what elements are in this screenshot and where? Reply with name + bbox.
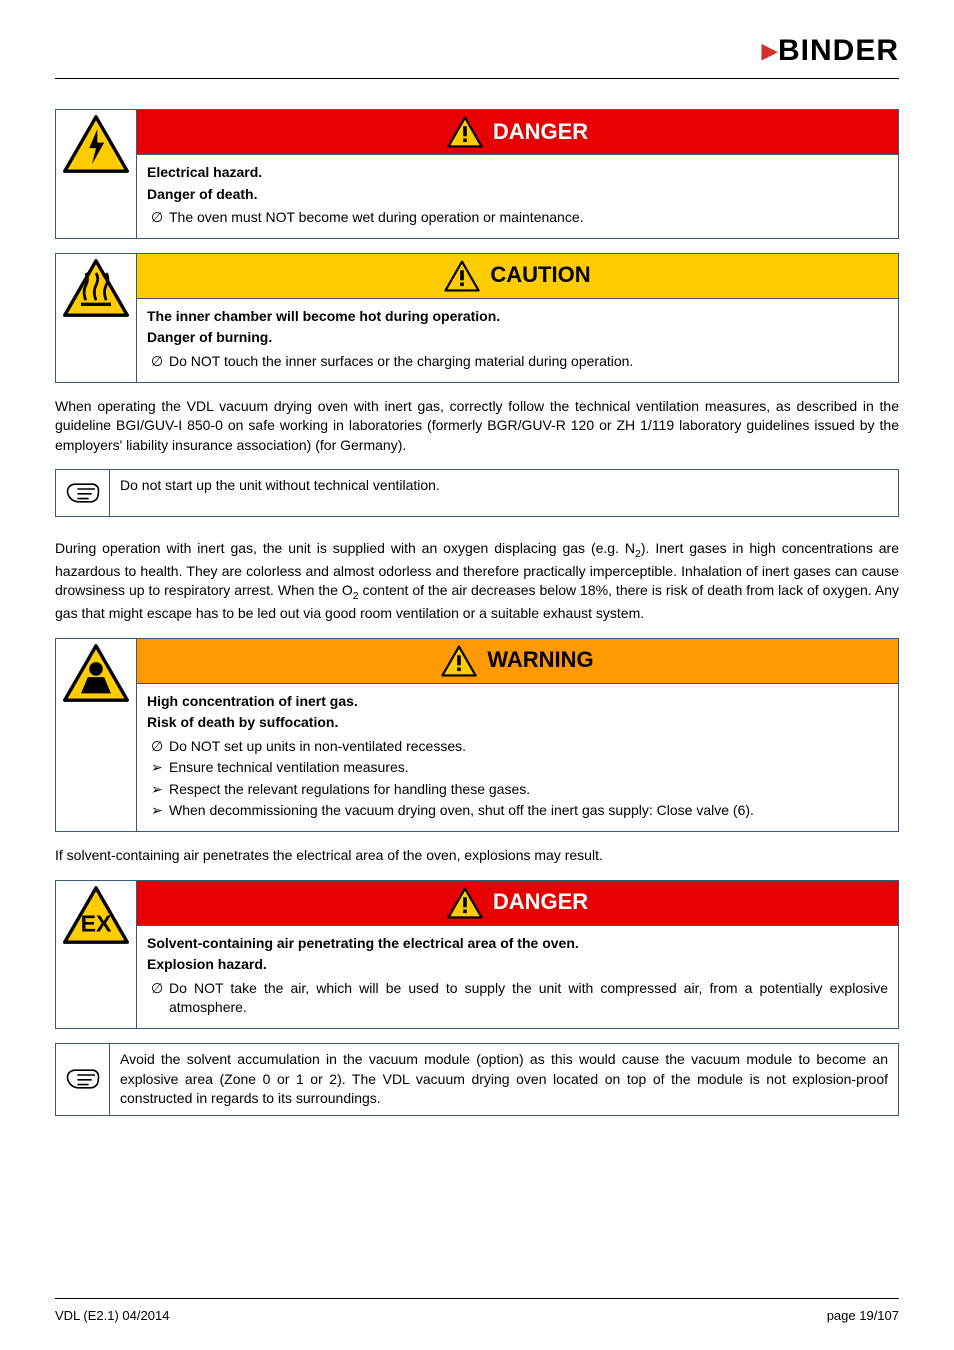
note-block: Avoid the solvent accumulation in the va… <box>55 1043 899 1116</box>
hazard-title: High concentration of inert gas. <box>147 692 888 712</box>
svg-text:EX: EX <box>81 910 112 936</box>
hazard-warning-inertgas: WARNING High concentration of inert gas.… <box>55 638 899 833</box>
hazard-item: Do NOT take the air, which will be used … <box>151 979 888 1018</box>
hand-pointing-icon <box>63 476 103 510</box>
paragraph: During operation with inert gas, the uni… <box>55 539 899 623</box>
note-icon-col <box>56 1044 110 1115</box>
hazard-item: Respect the relevant regulations for han… <box>151 780 888 800</box>
hazard-body: Electrical hazard. Danger of death. The … <box>137 155 898 238</box>
warning-triangle-icon <box>444 260 480 292</box>
signal-word: DANGER <box>493 117 588 148</box>
hazard-body: High concentration of inert gas. Risk of… <box>137 684 898 832</box>
hazard-danger-electrical: DANGER Electrical hazard. Danger of deat… <box>55 109 899 239</box>
hot-surface-icon <box>62 258 130 318</box>
hazard-item: Do NOT touch the inner surfaces or the c… <box>151 352 888 372</box>
hazard-subtitle: Danger of burning. <box>147 328 888 348</box>
paragraph: When operating the VDL vacuum drying ove… <box>55 397 899 456</box>
hazard-subtitle: Risk of death by suffocation. <box>147 713 888 733</box>
page-header: ▸BINDER <box>55 30 899 79</box>
signal-row-caution: CAUTION <box>137 254 898 299</box>
footer-right: page 19/107 <box>827 1307 899 1325</box>
warning-triangle-icon <box>447 887 483 919</box>
hand-pointing-icon <box>63 1062 103 1096</box>
hazard-item: Do NOT set up units in non-ventilated re… <box>151 737 888 757</box>
electrical-hazard-icon <box>62 114 130 174</box>
hazard-icon-col: EX <box>56 881 136 1028</box>
hazard-item: The oven must NOT become wet during oper… <box>151 208 888 228</box>
note-icon-col <box>56 470 110 516</box>
hazard-item: When decommissioning the vacuum drying o… <box>151 801 888 821</box>
signal-row-warning: WARNING <box>137 639 898 684</box>
hazard-icon-col <box>56 639 136 832</box>
warning-triangle-icon <box>441 645 477 677</box>
hazard-title: Solvent-containing air penetrating the e… <box>147 934 888 954</box>
signal-word: WARNING <box>487 645 593 676</box>
hazard-caution-hot: CAUTION The inner chamber will become ho… <box>55 253 899 383</box>
hazard-icon-col <box>56 110 136 238</box>
logo-arrow-icon: ▸ <box>762 34 778 67</box>
logo: ▸BINDER <box>762 34 899 67</box>
hazard-danger-explosion: EX DANGER Solvent-containing air penetra… <box>55 880 899 1029</box>
signal-word: CAUTION <box>490 260 590 291</box>
signal-row-danger: DANGER <box>137 881 898 926</box>
suffocation-icon <box>62 643 130 703</box>
hazard-subtitle: Danger of death. <box>147 185 888 205</box>
hazard-icon-col <box>56 254 136 382</box>
hazard-title: Electrical hazard. <box>147 163 888 183</box>
footer-left: VDL (E2.1) 04/2014 <box>55 1307 169 1325</box>
note-text: Do not start up the unit without technic… <box>110 470 898 516</box>
logo-text: BINDER <box>778 34 899 67</box>
hazard-body: The inner chamber will become hot during… <box>137 299 898 382</box>
hazard-title: The inner chamber will become hot during… <box>147 307 888 327</box>
hazard-body: Solvent-containing air penetrating the e… <box>137 926 898 1028</box>
signal-word: DANGER <box>493 887 588 918</box>
explosion-icon: EX <box>62 885 130 945</box>
para-span: During operation with inert gas, the uni… <box>55 540 635 556</box>
note-block: Do not start up the unit without technic… <box>55 469 899 517</box>
note-text: Avoid the solvent accumulation in the va… <box>110 1044 898 1115</box>
hazard-item: Ensure technical ventilation measures. <box>151 758 888 778</box>
hazard-subtitle: Explosion hazard. <box>147 955 888 975</box>
page-footer: VDL (E2.1) 04/2014 page 19/107 <box>55 1298 899 1325</box>
warning-triangle-icon <box>447 116 483 148</box>
signal-row-danger: DANGER <box>137 110 898 155</box>
paragraph: If solvent-containing air penetrates the… <box>55 846 899 866</box>
